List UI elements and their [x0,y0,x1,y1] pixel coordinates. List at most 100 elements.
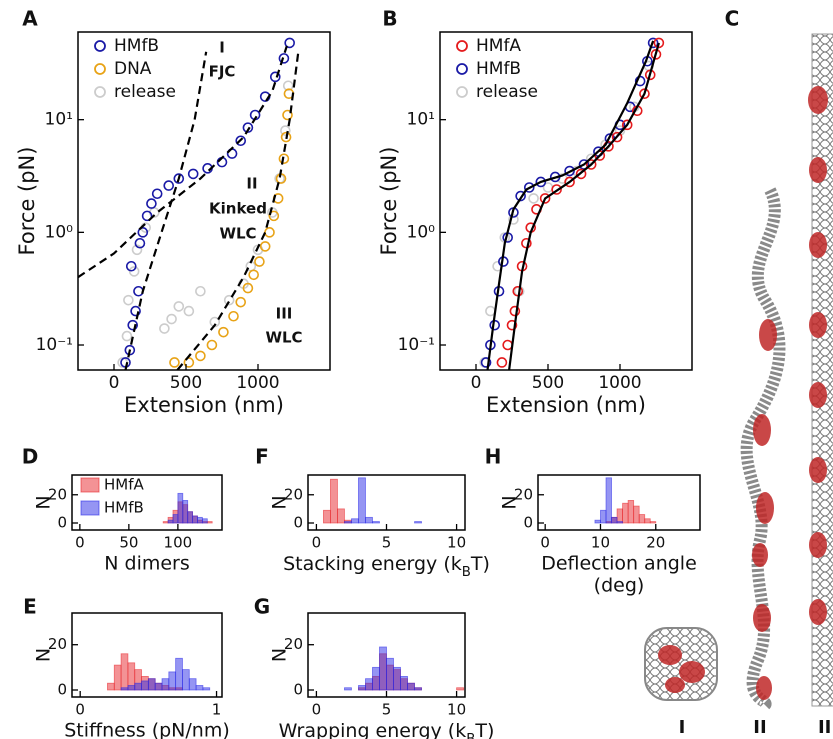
bar [330,478,338,524]
y-tick-label: 10¹ [45,110,73,130]
point [141,210,153,222]
y-tick-label: 10¹ [407,110,435,130]
point [228,310,239,322]
point [173,301,185,312]
bar [414,687,422,691]
point [254,256,265,267]
legend-label: HMfB [476,59,521,79]
structure-label: I [679,717,686,738]
bar [386,657,394,691]
point [235,135,247,147]
axis-label: (deg) [594,574,645,596]
x-tick-label: 5 [382,701,392,719]
x-tick-label: 0 [471,373,482,393]
point [242,282,254,294]
bar [172,514,179,524]
point [151,188,163,200]
point [137,227,149,238]
subscript: B [466,732,475,739]
y-tick-label: 0 [293,681,303,699]
annotation: III [276,305,293,323]
x-tick-label: 0 [109,373,120,393]
bar [168,671,177,691]
x-tick-label: 10 [447,701,466,719]
axis-label: N [499,495,521,509]
point [183,357,195,368]
panel-a: A 0 500 1000 10⁻¹ 10⁰ 10¹ HMfB DNA release I FJC II K… [22,7,331,393]
plot-area [594,477,657,524]
y-tick-label: 10⁻¹ [398,335,435,355]
axis-label: Extension (nm) [124,393,284,417]
point [509,305,521,317]
frame [439,31,693,371]
panel-label: H [485,445,502,469]
structure-label: III [818,717,833,738]
point [235,296,247,308]
plot-area [323,477,422,524]
bar [107,682,115,691]
point [506,319,518,331]
point [278,153,290,165]
point [134,237,146,249]
point [611,131,623,143]
bar [627,500,635,524]
axis-label: N [33,495,55,509]
bar [161,678,170,691]
bar [600,509,607,524]
legend-label: HMfA [104,476,145,494]
point [621,119,633,131]
point [280,125,291,136]
plot-area [107,653,211,691]
bar [616,508,623,524]
y-tick-label: 20 [48,485,67,503]
point [496,357,508,368]
point [564,165,575,177]
axis-label: N [33,648,55,662]
legend-label: HMfB [104,499,144,517]
label-part: T) [470,553,490,575]
bar [633,505,640,524]
bar [344,521,352,524]
point [528,193,539,204]
bar [187,511,193,524]
x-tick-label: 5 [382,534,392,552]
y-tick-label: 0 [57,681,67,699]
bar [456,687,464,691]
axis-label: N dimers [104,553,190,575]
bar [120,687,129,691]
axis-label: Force (pN) [15,147,39,256]
point [585,159,597,170]
bar [127,685,136,691]
legend-marker [94,40,106,52]
y-tick-label: 10⁰ [45,222,74,242]
point [173,173,185,184]
annotation: WLC [265,329,302,347]
bar [351,518,359,524]
x-tick-label: 20 [646,534,665,552]
bar [622,502,629,524]
point [480,357,492,368]
axis-label: Force (pN) [377,147,401,256]
annotation: Kinked [209,200,267,218]
bar [134,682,142,691]
bar [358,477,366,524]
panel-label: E [23,595,37,619]
bar [182,669,190,691]
panel-c: C I II III [644,7,833,738]
x-tick-label: 10 [447,534,466,552]
point [259,241,271,252]
point [575,168,587,180]
legend-label: release [114,82,176,102]
bar [323,509,331,524]
legend-marker [456,63,468,75]
point [125,260,137,272]
point [264,227,275,238]
plot-area [78,37,300,370]
bar [195,685,204,691]
x-tick-label: 100 [164,534,193,552]
plot-area [344,646,464,691]
y-tick-label: 10⁻¹ [36,335,73,355]
fit-line [508,42,660,370]
x-tick-label: 0 [75,534,85,552]
